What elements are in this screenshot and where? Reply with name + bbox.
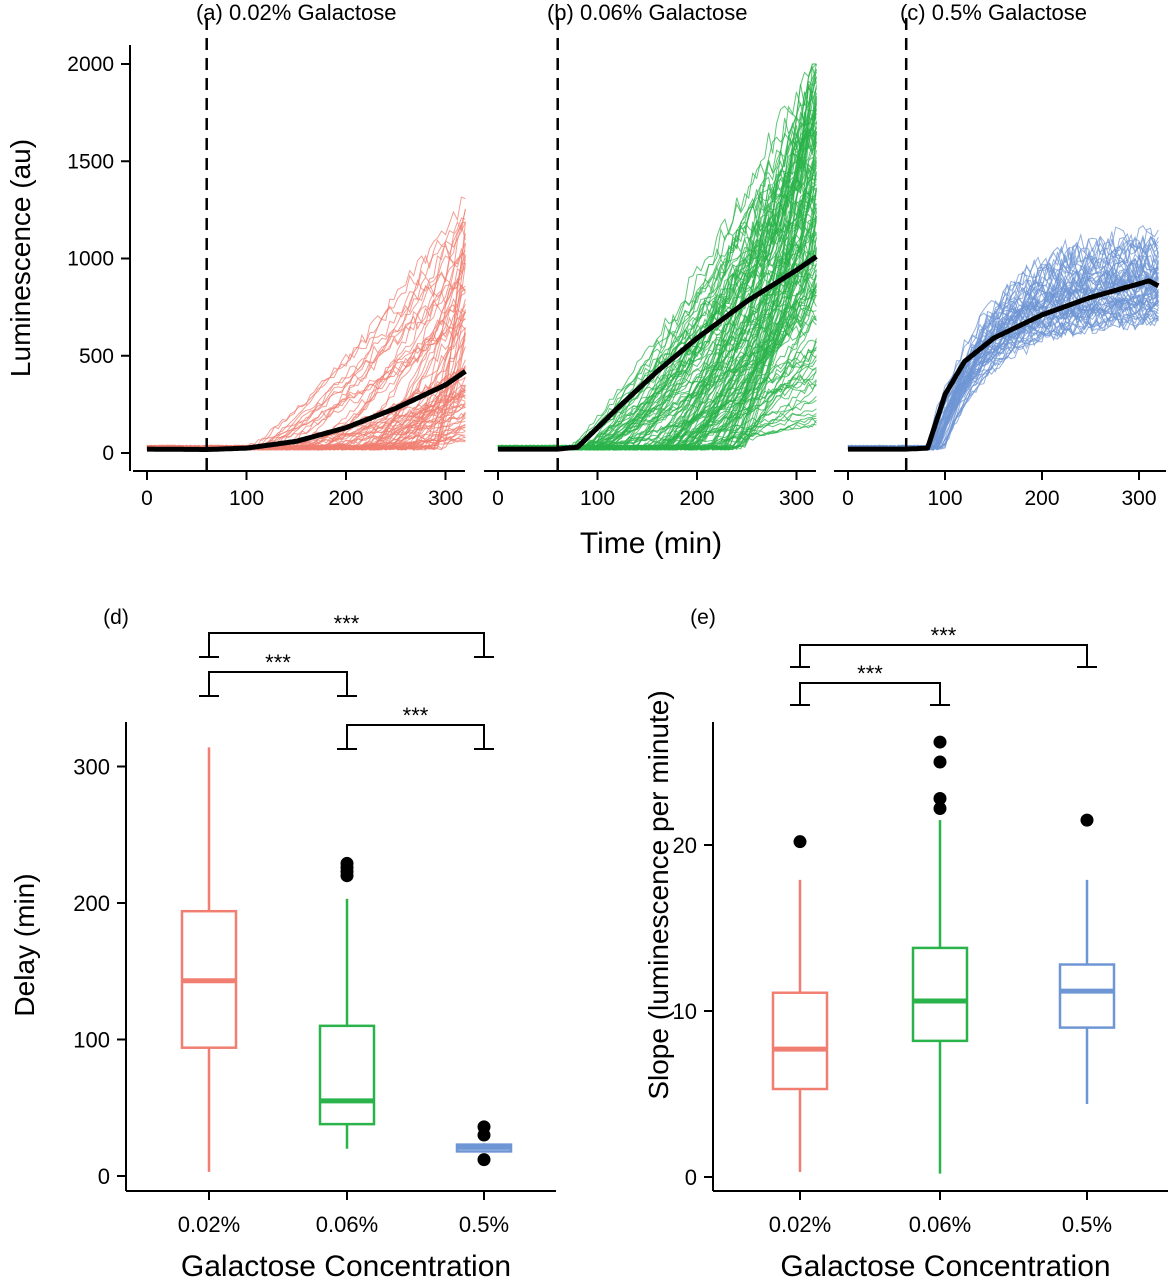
x-axis-title: Galactose Concentration: [780, 1250, 1110, 1280]
outlier-point: [933, 735, 947, 749]
significance-bracket: [790, 644, 1097, 668]
trace-line: [146, 403, 466, 451]
iqr-box: [771, 991, 829, 1091]
x-tick-label: 0: [492, 487, 504, 510]
panel-a: 0 100 200 300: [133, 18, 467, 510]
outlier-point: [933, 792, 947, 806]
significance-label: ***: [403, 703, 429, 728]
box-panel-d: [117, 632, 556, 1200]
x-axis-title: Time (min): [580, 527, 722, 560]
significance-bracket: [199, 632, 494, 658]
box-panel-e: [704, 644, 1168, 1200]
outlier-point: [477, 1153, 491, 1167]
y-tick-label: 200: [73, 891, 110, 916]
panel-c: 0 100 200 300: [834, 18, 1166, 510]
outlier-point: [793, 835, 807, 849]
trace-line: [497, 274, 817, 451]
x-axis-title: Galactose Concentration: [181, 1250, 511, 1280]
box-0.06%: [318, 856, 376, 1149]
iqr-box: [318, 1024, 376, 1126]
x-tick-label: 0.5%: [1062, 1212, 1112, 1237]
significance-bracket: [337, 724, 494, 750]
significance-label: ***: [857, 661, 883, 686]
y-tick-label: 500: [79, 345, 114, 368]
outlier-point: [933, 755, 947, 769]
x-tick-label: 300: [428, 487, 463, 510]
y-tick-label: 1500: [67, 150, 114, 173]
significance-label: ***: [334, 611, 360, 636]
x-tick-label: 0: [842, 487, 854, 510]
y-axis-title: Luminescence (au): [5, 139, 36, 377]
y-tick-label: 100: [73, 1028, 110, 1053]
x-tick-label: 0.06%: [316, 1212, 378, 1237]
outlier-point: [1080, 813, 1094, 827]
x-tick-label: 200: [679, 487, 714, 510]
x-tick-label: 0.02%: [769, 1212, 831, 1237]
panel-label: (d): [103, 606, 129, 629]
box-0.5%: [455, 1120, 513, 1167]
box-0.06%: [911, 735, 969, 1174]
x-tick-label: 200: [1024, 487, 1059, 510]
x-tick-label: 0.5%: [459, 1212, 509, 1237]
y-tick-label: 20: [673, 833, 697, 858]
y-axis-title: Slope (luminescence per minute): [643, 690, 674, 1099]
x-tick-label: 200: [328, 487, 363, 510]
y-axis-title: Delay (min): [9, 873, 40, 1016]
y-tick-label: 0: [102, 442, 114, 465]
significance-bracket: [199, 671, 357, 697]
panel-title: (b) 0.06% Galactose: [547, 0, 748, 25]
mean-line: [847, 278, 1160, 452]
y-tick-label: 10: [673, 999, 697, 1024]
panel-title: (a) 0.02% Galactose: [196, 0, 397, 25]
trace-line: [146, 217, 466, 451]
significance-bracket: [790, 682, 950, 706]
mean-line: [497, 254, 818, 452]
panel-title: (c) 0.5% Galactose: [900, 0, 1087, 25]
box-0.02%: [180, 747, 238, 1172]
box-0.02%: [771, 835, 829, 1173]
box-0.5%: [1058, 813, 1116, 1104]
y-tick-label: 0: [98, 1164, 110, 1189]
y-tick-label: 300: [73, 755, 110, 780]
outlier-point: [477, 1120, 491, 1134]
mean-line: [146, 369, 467, 452]
panel-label: (e): [690, 606, 716, 629]
outlier-point: [340, 856, 354, 870]
x-tick-label: 300: [779, 487, 814, 510]
x-tick-label: 300: [1121, 487, 1156, 510]
x-tick-label: 0.02%: [178, 1212, 240, 1237]
iqr-box: [1058, 963, 1116, 1029]
panel-b: 0 100 200 300: [484, 18, 818, 510]
y-tick-label: 1000: [67, 248, 114, 271]
x-tick-label: 100: [229, 487, 264, 510]
significance-label: ***: [265, 650, 291, 675]
x-tick-label: 100: [927, 487, 962, 510]
significance-label: ***: [931, 623, 957, 648]
trace-line: [847, 252, 1159, 451]
x-tick-label: 0: [141, 487, 153, 510]
iqr-box: [911, 946, 969, 1043]
x-tick-label: 0.06%: [909, 1212, 971, 1237]
y-tick-label: 2000: [67, 53, 114, 76]
outlier-point: [933, 801, 947, 815]
x-tick-label: 100: [580, 487, 615, 510]
y-tick-label: 0: [685, 1165, 697, 1190]
trace-line: [497, 84, 817, 451]
